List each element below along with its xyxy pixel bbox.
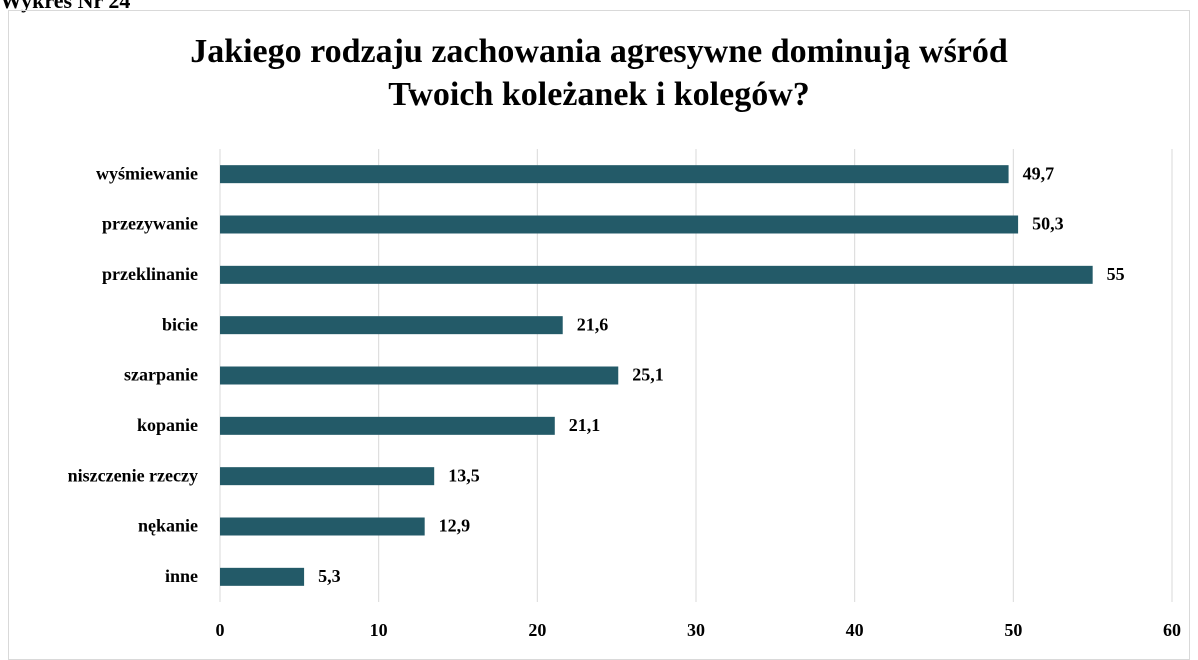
bar: [220, 215, 1019, 234]
data-label: 12,9: [439, 516, 471, 536]
y-tick-label: kopanie: [137, 415, 198, 435]
y-tick-label: przezywanie: [102, 214, 198, 234]
x-tick-label: 60: [1163, 620, 1181, 640]
bar: [220, 366, 619, 385]
data-label: 55: [1107, 264, 1125, 284]
chart-title: Jakiego rodzaju zachowania agresywne dom…: [190, 33, 1008, 113]
bar: [220, 165, 1009, 184]
bar: [220, 467, 435, 486]
y-tick-label: przeklinanie: [102, 264, 198, 284]
data-label: 25,1: [632, 365, 664, 385]
data-label: 21,1: [569, 415, 601, 435]
x-tick-label: 50: [1004, 620, 1022, 640]
y-tick-label: niszczenie rzeczy: [68, 465, 198, 485]
y-tick-label: szarpanie: [124, 365, 198, 385]
y-tick-label: wyśmiewanie: [96, 163, 198, 183]
y-tick-label: inne: [165, 566, 198, 586]
x-tick-label: 40: [846, 620, 864, 640]
header: Wykres Nr 24: [0, 0, 131, 13]
y-tick-label: nękanie: [138, 516, 198, 536]
x-tick-label: 20: [528, 620, 546, 640]
x-tick-label: 30: [687, 620, 705, 640]
data-label: 50,3: [1032, 214, 1064, 234]
data-label: 13,5: [448, 465, 480, 485]
y-tick-label: bicie: [162, 314, 198, 334]
bar: [220, 567, 305, 586]
bar: [220, 416, 555, 435]
data-label: 49,7: [1023, 163, 1054, 183]
x-tick-label: 10: [370, 620, 388, 640]
bar: [220, 265, 1093, 284]
bar: [220, 316, 563, 335]
x-tick-label: 0: [216, 620, 225, 640]
data-label: 21,6: [577, 314, 609, 334]
bar: [220, 517, 425, 536]
data-label: 5,3: [318, 566, 341, 586]
